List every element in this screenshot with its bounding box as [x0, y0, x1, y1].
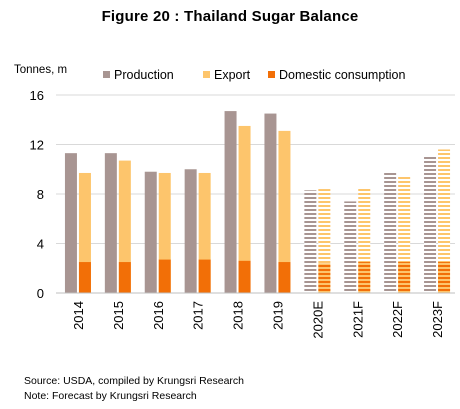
y-tick-label: 8 [37, 187, 44, 202]
x-tick-label: 2021F [350, 301, 365, 338]
bar-domestic-2022F [398, 262, 411, 293]
x-tick-label: 2018 [231, 301, 246, 330]
legend-swatch-domestic-consumption [268, 71, 275, 78]
bar-domestic-2023F [438, 262, 451, 293]
forecast-note: Note: Forecast by Krungsri Research [24, 390, 197, 402]
legend-swatch-production [103, 71, 110, 78]
x-tick-label: 2020E [310, 301, 325, 339]
x-tick-label: 2023F [430, 301, 445, 338]
bar-domestic-2016 [158, 259, 171, 293]
bar-domestic-2020E [318, 263, 331, 293]
bar-domestic-2017 [198, 259, 211, 293]
bars [64, 111, 451, 294]
x-axis-ticks: 2014 2015 2016 2017 2018 2019 2020E 2021F 2022F 2… [71, 301, 445, 339]
bar-export-2023F [438, 149, 451, 293]
figure-title: Figure 20 : Thailand Sugar Balance [101, 8, 359, 25]
bar-domestic-2018 [238, 260, 251, 293]
x-tick-label: 2016 [151, 301, 166, 330]
bar-export-2018 [238, 125, 251, 293]
y-tick-label: 12 [30, 138, 44, 153]
bar-export-2015 [118, 160, 131, 293]
y-tick-label: 0 [37, 286, 44, 301]
bar-production-2018 [224, 111, 237, 294]
legend-label-domestic-consumption: Domestic consumption [279, 68, 405, 82]
bar-production-2022F [384, 171, 397, 293]
legend-label-production: Production [114, 68, 174, 82]
bar-production-2023F [424, 155, 437, 293]
legend: Production Export Domestic consumption [103, 68, 405, 82]
y-axis-label: Tonnes, m [14, 64, 67, 76]
bar-production-2015 [104, 153, 117, 293]
bar-export-2019 [278, 130, 291, 293]
bar-domestic-2019 [278, 262, 291, 293]
chart: 0 4 8 12 16 2014 2015 2016 2017 2018 2019 2020E 202… [14, 64, 455, 339]
legend-label-export: Export [214, 68, 251, 82]
x-tick-label: 2014 [71, 301, 86, 330]
y-axis-ticks: 0 4 8 12 16 [30, 88, 44, 301]
y-tick-label: 4 [37, 237, 44, 252]
bar-production-2016 [144, 171, 157, 293]
bar-domestic-2014 [78, 262, 91, 293]
y-tick-label: 16 [30, 88, 44, 103]
bar-production-2014 [64, 153, 77, 293]
x-tick-label: 2017 [191, 301, 206, 330]
x-tick-label: 2019 [270, 301, 285, 330]
x-tick-label: 2022F [390, 301, 405, 338]
x-tick-label: 2015 [111, 301, 126, 330]
bar-domestic-2021F [358, 262, 371, 293]
bar-production-2020E [304, 190, 317, 293]
bar-production-2021F [344, 201, 357, 293]
bar-domestic-2015 [118, 262, 131, 293]
bar-production-2017 [184, 169, 197, 293]
legend-swatch-export [203, 71, 210, 78]
source-note: Source: USDA, compiled by Krungsri Resea… [24, 375, 245, 387]
bar-production-2019 [264, 113, 277, 293]
